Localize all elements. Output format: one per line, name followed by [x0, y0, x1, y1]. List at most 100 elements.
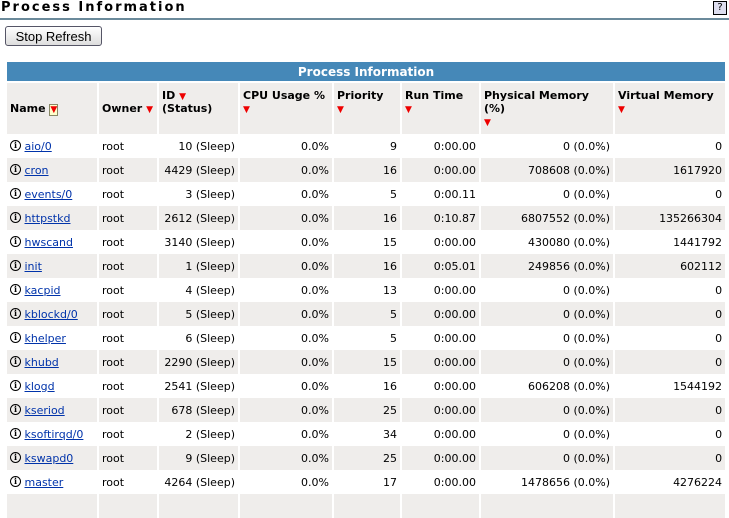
- table-row: i events/0 root 3 (Sleep) 0.0% 5 0:00.11 0 (0.…: [7, 182, 725, 206]
- info-icon[interactable]: i: [10, 403, 21, 415]
- info-icon[interactable]: i: [10, 379, 21, 391]
- cell-name: i kswapd0: [7, 446, 97, 470]
- sort-icon[interactable]: ▼: [618, 105, 625, 115]
- info-icon[interactable]: i: [10, 211, 21, 223]
- header-owner[interactable]: Owner ▼: [99, 81, 157, 134]
- cell-virtual-memory: 0: [615, 302, 726, 326]
- cell-id: 2612 (Sleep): [159, 206, 238, 230]
- info-icon[interactable]: i: [10, 475, 21, 487]
- cell-id: 1 (Sleep): [159, 254, 238, 278]
- sort-icon[interactable]: ▼: [484, 118, 491, 128]
- process-link[interactable]: klogd: [24, 379, 55, 393]
- cell-cpu: 0.0%: [301, 139, 329, 153]
- process-link[interactable]: init: [24, 259, 42, 273]
- cell-id: 6 (Sleep): [185, 331, 235, 345]
- cell-owner: root: [102, 475, 125, 489]
- cell: [334, 494, 400, 518]
- cell-priority: 16: [334, 158, 400, 182]
- info-icon[interactable]: i: [10, 259, 21, 271]
- cell-physical-memory: 1478656 (0.0%): [520, 475, 610, 489]
- header-runtime[interactable]: Run Time ▼: [402, 81, 479, 134]
- cell-id: 2541 (Sleep): [164, 379, 235, 393]
- cell-cpu: 0.0%: [301, 475, 329, 489]
- cell: [240, 494, 332, 518]
- cell-cpu: 0.0%: [240, 398, 332, 422]
- cell-priority: 16: [334, 254, 400, 278]
- cell-name: i kblockd/0: [7, 302, 97, 326]
- cell-runtime: 0:00.00: [402, 446, 479, 470]
- help-icon[interactable]: ?: [713, 1, 727, 15]
- process-link[interactable]: kseriod: [24, 403, 65, 417]
- header-physical-memory[interactable]: Physical Memory (%) ▼: [481, 81, 613, 134]
- info-icon[interactable]: i: [10, 451, 21, 463]
- cell-cpu: 0.0%: [240, 206, 332, 230]
- info-icon[interactable]: i: [10, 355, 21, 367]
- cell-physical-memory: 0 (0.0%): [481, 398, 613, 422]
- process-link[interactable]: kacpid: [24, 283, 61, 297]
- cell-cpu: 0.0%: [240, 254, 332, 278]
- cell-cpu: 0.0%: [240, 446, 332, 470]
- info-icon[interactable]: i: [10, 187, 21, 199]
- sort-icon[interactable]: ▼: [179, 92, 186, 102]
- cell-physical-memory: 0 (0.0%): [562, 283, 610, 297]
- info-icon[interactable]: i: [10, 163, 21, 175]
- cell-virtual-memory: 1544192: [673, 379, 723, 393]
- cell-runtime: 0:00.00: [402, 302, 479, 326]
- info-icon[interactable]: i: [10, 283, 21, 295]
- cell-physical-memory: 0 (0.0%): [562, 187, 610, 201]
- cell-cpu: 0.0%: [301, 331, 329, 345]
- cell: [481, 494, 613, 518]
- header-id[interactable]: ID ▼ (Status): [159, 81, 238, 134]
- process-link[interactable]: master: [24, 475, 64, 489]
- process-link[interactable]: aio/0: [24, 139, 52, 153]
- header-virtual-memory[interactable]: Virtual Memory ▼: [615, 81, 726, 134]
- cell-priority: 16: [383, 379, 397, 393]
- sort-icon[interactable]: ▼: [243, 105, 250, 115]
- process-link[interactable]: khelper: [24, 331, 66, 345]
- process-table: Process Information Name ▼ Owner ▼ ID ▼(…: [5, 62, 727, 518]
- cell-physical-memory: 249856 (0.0%): [481, 254, 613, 278]
- info-icon[interactable]: i: [10, 307, 21, 319]
- info-icon[interactable]: i: [10, 235, 21, 247]
- sort-icon[interactable]: ▼: [146, 105, 153, 115]
- process-link[interactable]: kblockd/0: [24, 307, 78, 321]
- info-icon[interactable]: i: [10, 139, 21, 151]
- cell-cpu: 0.0%: [301, 187, 329, 201]
- cell-physical-memory: 0 (0.0%): [481, 350, 613, 374]
- divider: [0, 18, 729, 20]
- cell-virtual-memory: 4276224: [673, 475, 723, 489]
- header-name[interactable]: Name ▼: [7, 81, 97, 134]
- cell-cpu: 0.0%: [240, 350, 332, 374]
- table-row: i kseriod root 678 (Sleep) 0.0% 25 0:00.00 0 (…: [7, 398, 726, 422]
- stop-refresh-button[interactable]: Stop Refresh: [5, 26, 102, 46]
- sort-icon[interactable]: ▼: [405, 105, 412, 115]
- process-link[interactable]: cron: [24, 163, 49, 177]
- cell-virtual-memory: 0: [715, 283, 723, 297]
- cell-priority: 9: [390, 139, 397, 153]
- header-cpu[interactable]: CPU Usage % ▼: [240, 81, 332, 134]
- cell-virtual-memory: 0: [715, 331, 723, 345]
- process-link[interactable]: httpstkd: [24, 211, 71, 225]
- sort-active-icon[interactable]: ▼: [49, 104, 59, 116]
- header-priority[interactable]: Priority ▼: [334, 81, 400, 134]
- table-row: i init root 1 (Sleep) 0.0% 16 0:05.01 249856 (…: [7, 254, 726, 278]
- table-row: i klogd root 2541 (Sleep) 0.0% 16 0:00.00 6062…: [7, 374, 725, 398]
- process-link[interactable]: events/0: [24, 187, 73, 201]
- process-link[interactable]: khubd: [24, 355, 59, 369]
- sort-icon[interactable]: ▼: [337, 105, 344, 115]
- cell-name: i kseriod: [7, 398, 97, 422]
- cell: [99, 494, 157, 518]
- cell-name: i cron: [7, 158, 97, 182]
- cell-virtual-memory: 602112: [615, 254, 726, 278]
- cell: [402, 494, 479, 518]
- info-icon[interactable]: i: [10, 427, 21, 439]
- process-link[interactable]: hwscand: [24, 235, 73, 249]
- cell-physical-memory: 606208 (0.0%): [527, 379, 610, 393]
- process-link[interactable]: kswapd0: [24, 451, 74, 465]
- cell-priority: 5: [390, 331, 397, 345]
- process-link[interactable]: ksoftirqd/0: [24, 427, 84, 441]
- cell-id: 678 (Sleep): [159, 398, 238, 422]
- table-row: i master root 4264 (Sleep) 0.0% 17 0:00.00 147…: [7, 470, 725, 494]
- cell-owner: root: [99, 398, 157, 422]
- info-icon[interactable]: i: [10, 331, 21, 343]
